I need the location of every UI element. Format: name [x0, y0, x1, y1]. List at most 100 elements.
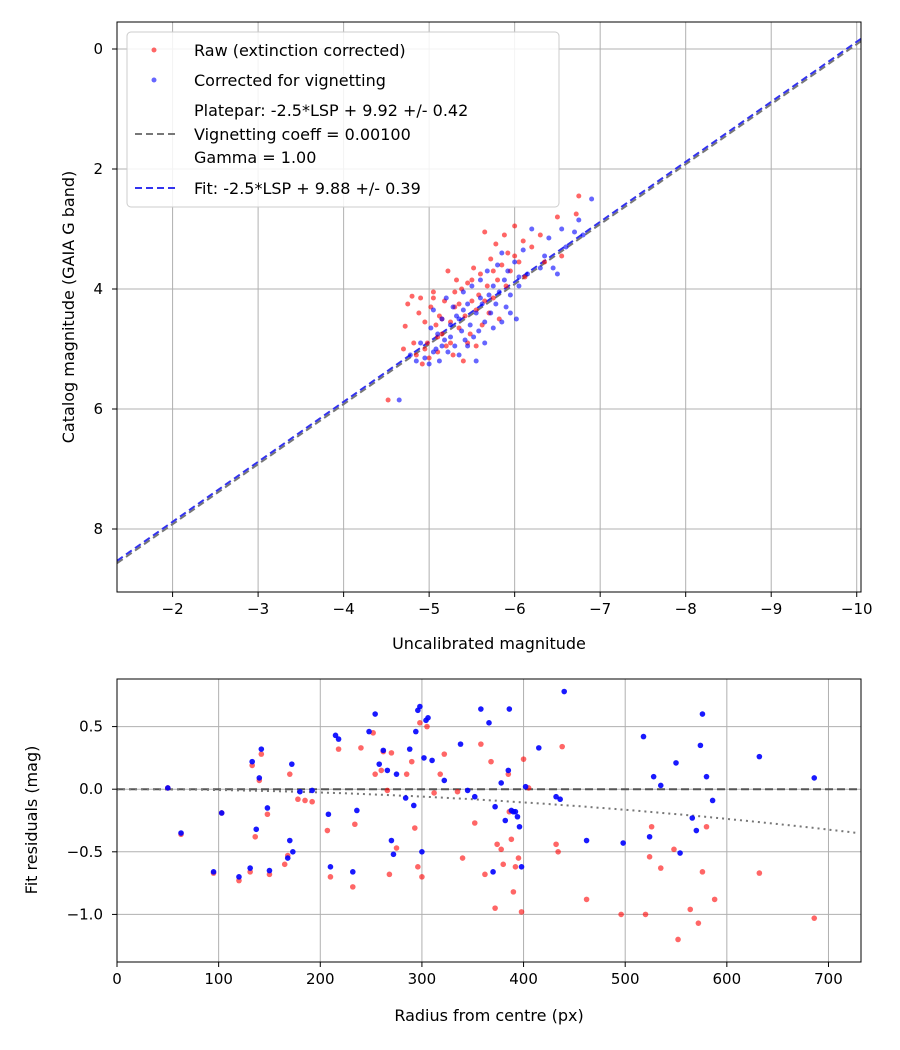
corrected-residual-point — [502, 817, 509, 824]
raw-point — [488, 256, 494, 262]
corrected-residual-point — [366, 728, 372, 735]
raw-residual-point — [372, 771, 378, 777]
legend-entry-platepar: Platepar: -2.5*LSP + 9.92 +/- 0.42 Vigne… — [135, 101, 468, 167]
raw-residual-point — [393, 845, 400, 851]
raw-residual-point — [583, 896, 590, 903]
corrected-residual-point — [380, 747, 387, 754]
corrected-residual-point — [376, 761, 383, 767]
top-legend: Raw (extinction corrected) Corrected for… — [126, 31, 560, 208]
corrected-point — [436, 358, 442, 364]
bottom-x-tick-label: 400 — [509, 970, 538, 988]
corrected-point — [554, 271, 560, 277]
bottom-y-tick-label: −1.0 — [67, 905, 103, 923]
raw-residual-point — [258, 751, 265, 757]
corrected-point — [439, 316, 445, 322]
top-scatter-points — [385, 193, 595, 403]
bottom-reference-lines — [117, 788, 861, 834]
raw-residual-point — [286, 771, 293, 777]
corrected-residual-point — [354, 807, 360, 814]
corrected-point — [520, 247, 526, 253]
corrected-point — [516, 283, 522, 289]
raw-residual-point — [388, 750, 395, 756]
corrected-residual-point — [703, 773, 710, 780]
raw-point — [499, 262, 505, 268]
corrected-residual-point — [640, 733, 647, 740]
bottom-x-tick-label: 200 — [306, 970, 335, 988]
raw-point — [460, 358, 466, 364]
legend-entry-corrected: Corrected for vignetting — [151, 71, 386, 90]
corrected-point — [473, 310, 479, 316]
bottom-panel: 0 100 200 300 400 500 600 700 0.5 0.0 −0.5 −1.0 Ra… — [22, 678, 862, 1025]
top-x-tick-label: −10 — [841, 600, 873, 618]
legend-marker-corrected — [151, 77, 157, 83]
raw-point — [452, 289, 458, 295]
raw-point — [419, 361, 425, 367]
corrected-point — [499, 250, 505, 256]
raw-residual-point — [559, 743, 565, 750]
legend-label-platepar-line3: Gamma = 1.00 — [194, 148, 316, 167]
corrected-point — [456, 352, 462, 358]
corrected-residual-point — [210, 869, 217, 875]
corrected-residual-point — [350, 869, 356, 875]
corrected-residual-point — [335, 736, 342, 742]
corrected-residual-point — [249, 758, 255, 765]
corrected-residual-point — [402, 795, 409, 801]
corrected-point — [473, 358, 479, 364]
raw-point — [454, 277, 460, 283]
raw-point — [413, 352, 419, 358]
corrected-point — [448, 334, 454, 340]
raw-point — [418, 295, 424, 301]
raw-residual-point — [657, 865, 664, 871]
corrected-point — [471, 334, 477, 340]
raw-residual-point — [386, 871, 393, 878]
corrected-residual-point — [514, 813, 521, 820]
raw-point — [484, 283, 490, 289]
bottom-x-tick-label: 700 — [814, 970, 843, 988]
raw-residual-point — [482, 871, 488, 878]
top-x-tick-label: −3 — [247, 600, 269, 618]
corrected-point — [563, 244, 569, 250]
bottom-x-tick-label: 500 — [611, 970, 640, 988]
raw-point — [465, 280, 471, 286]
corrected-residual-point — [650, 773, 657, 780]
raw-residual-point — [378, 767, 385, 774]
raw-residual-point — [459, 855, 466, 861]
bottom-y-tick-label: −0.5 — [67, 843, 103, 861]
corrected-point — [524, 271, 530, 277]
corrected-residual-point — [417, 703, 423, 710]
raw-point — [559, 253, 565, 259]
raw-residual-point — [335, 746, 342, 752]
raw-point — [385, 397, 391, 403]
top-x-ticks: −2 −3 −4 −5 −6 −7 −8 −9 −10 — [162, 592, 873, 618]
raw-point — [430, 289, 436, 295]
corrected-point — [537, 265, 543, 271]
corrected-residual-point — [390, 851, 397, 858]
raw-point — [448, 340, 454, 346]
corrected-residual-point — [325, 811, 332, 818]
raw-residual-point — [471, 820, 478, 826]
corrected-point — [462, 337, 468, 343]
raw-point — [512, 253, 518, 259]
corrected-point — [488, 310, 494, 316]
raw-residual-point — [553, 841, 559, 848]
raw-residual-point — [350, 884, 356, 890]
corrected-residual-point — [327, 864, 334, 870]
corrected-residual-point — [218, 810, 225, 816]
raw-point — [554, 214, 560, 220]
bottom-x-ticks: 0 100 200 300 400 500 600 700 — [112, 962, 843, 988]
corrected-residual-point — [419, 849, 425, 855]
bottom-axes-frame — [116, 678, 862, 963]
raw-residual-point — [264, 811, 271, 818]
corrected-point — [477, 277, 483, 283]
raw-point — [430, 295, 436, 301]
corrected-residual-point — [478, 706, 484, 712]
corrected-residual-point — [286, 837, 293, 844]
bottom-x-tick-label: 300 — [408, 970, 437, 988]
raw-point — [473, 343, 479, 349]
corrected-point — [516, 274, 522, 280]
corrected-point — [589, 196, 595, 202]
corrected-residual-point — [406, 746, 413, 752]
raw-residual-point — [281, 861, 288, 868]
legend-label-raw: Raw (extinction corrected) — [194, 41, 406, 60]
raw-residual-point — [515, 855, 522, 861]
